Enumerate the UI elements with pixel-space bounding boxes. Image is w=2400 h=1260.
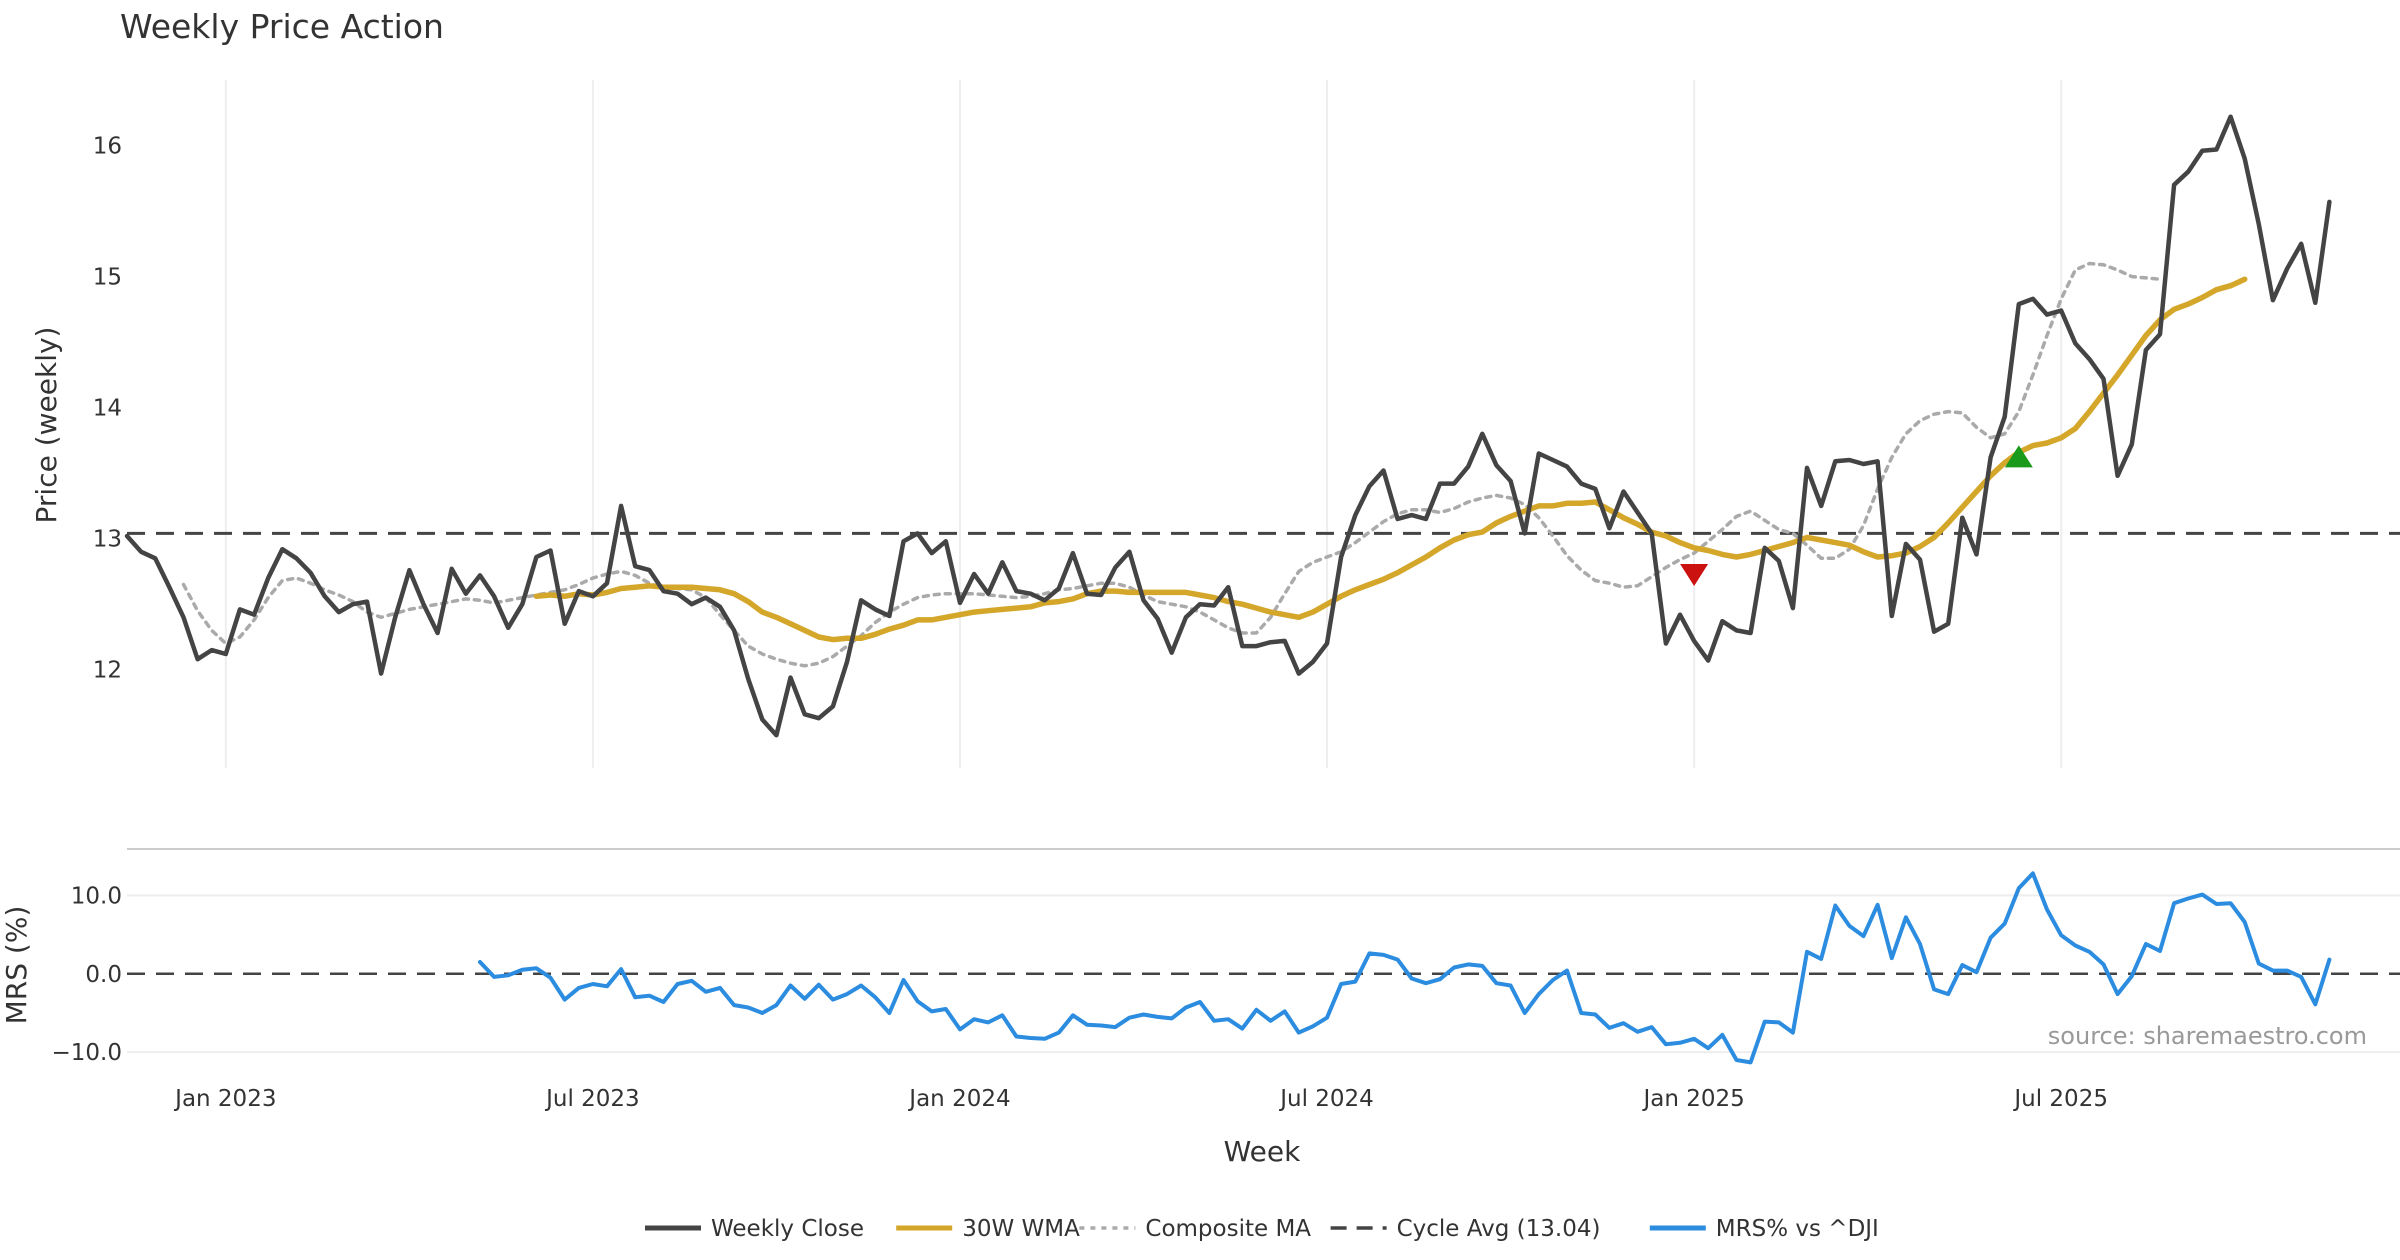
legend: Weekly Close 30W WMA Composite MA Cycle Avg…: [645, 1216, 1879, 1242]
x-tick-jan-2025: Jan 2025: [1641, 1086, 1744, 1112]
mrs-y-tick-1: 0.0: [85, 962, 122, 988]
x-tick-jul-2023: Jul 2023: [544, 1086, 640, 1112]
mrs-y-tick-0: 10.0: [71, 883, 122, 909]
mrs-y-axis-label: MRS (%): [0, 906, 33, 1025]
x-tick-jan-2023: Jan 2023: [173, 1086, 276, 1112]
price-y-axis-label: Price (weekly): [30, 327, 63, 524]
legend-label-mrs-vs-dji: MRS% vs ^DJI: [1716, 1216, 1879, 1242]
price-series-layer: [124, 114, 2332, 738]
mrs-y-tick-2: −10.0: [52, 1040, 122, 1066]
x-tick-jul-2025: Jul 2025: [2012, 1086, 2108, 1112]
series-weekly-close: [124, 114, 2332, 738]
buy-signal-marker: [2004, 445, 2033, 468]
x-axis: Jan 2023 Jul 2023 Jan 2024 Jul 2024 Jan 2025…: [173, 1086, 2108, 1112]
legend-label-cycle-avg-13-04: Cycle Avg (13.04): [1397, 1216, 1601, 1242]
price-y-tick-16: 16: [93, 134, 122, 160]
legend-label-weekly-close: Weekly Close: [711, 1216, 864, 1242]
legend-item-mrs-vs-dji: MRS% vs ^DJI: [1649, 1216, 1879, 1242]
price-y-tick-13: 13: [93, 527, 122, 553]
x-tick-jan-2024: Jan 2024: [907, 1086, 1010, 1112]
legend-label-30w-wma: 30W WMA: [962, 1216, 1080, 1242]
mrs-series-layer: [127, 871, 2400, 1065]
price-y-axis: 12 13 14 15 16: [93, 134, 122, 684]
price-y-tick-14: 14: [93, 396, 122, 422]
chart-title: Weekly Price Action: [120, 7, 444, 46]
mrs-grid: [127, 894, 2400, 1054]
series-mrs-vs-dji: [478, 871, 2332, 1065]
price-y-tick-12: 12: [93, 658, 122, 684]
legend-item-composite-ma: Composite MA: [1079, 1216, 1311, 1242]
price-grid: [224, 80, 2063, 768]
legend-label-composite-ma: Composite MA: [1145, 1216, 1311, 1242]
source-label: source: sharemaestro.com: [2048, 1022, 2367, 1050]
x-axis-label: Week: [1224, 1135, 1301, 1168]
signal-markers: [1680, 445, 2033, 587]
mrs-y-axis: 10.0 0.0 −10.0: [52, 883, 122, 1066]
series-30w-wma: [533, 276, 2248, 643]
legend-item-weekly-close: Weekly Close: [645, 1216, 864, 1242]
sell-signal-marker: [1680, 564, 1709, 587]
series-composite-ma: [181, 261, 2162, 668]
price-y-tick-15: 15: [93, 265, 122, 291]
legend-item-cycle-avg-13-04: Cycle Avg (13.04): [1330, 1216, 1601, 1242]
legend-item-30w-wma: 30W WMA: [896, 1216, 1080, 1242]
x-tick-jul-2024: Jul 2024: [1278, 1086, 1374, 1112]
